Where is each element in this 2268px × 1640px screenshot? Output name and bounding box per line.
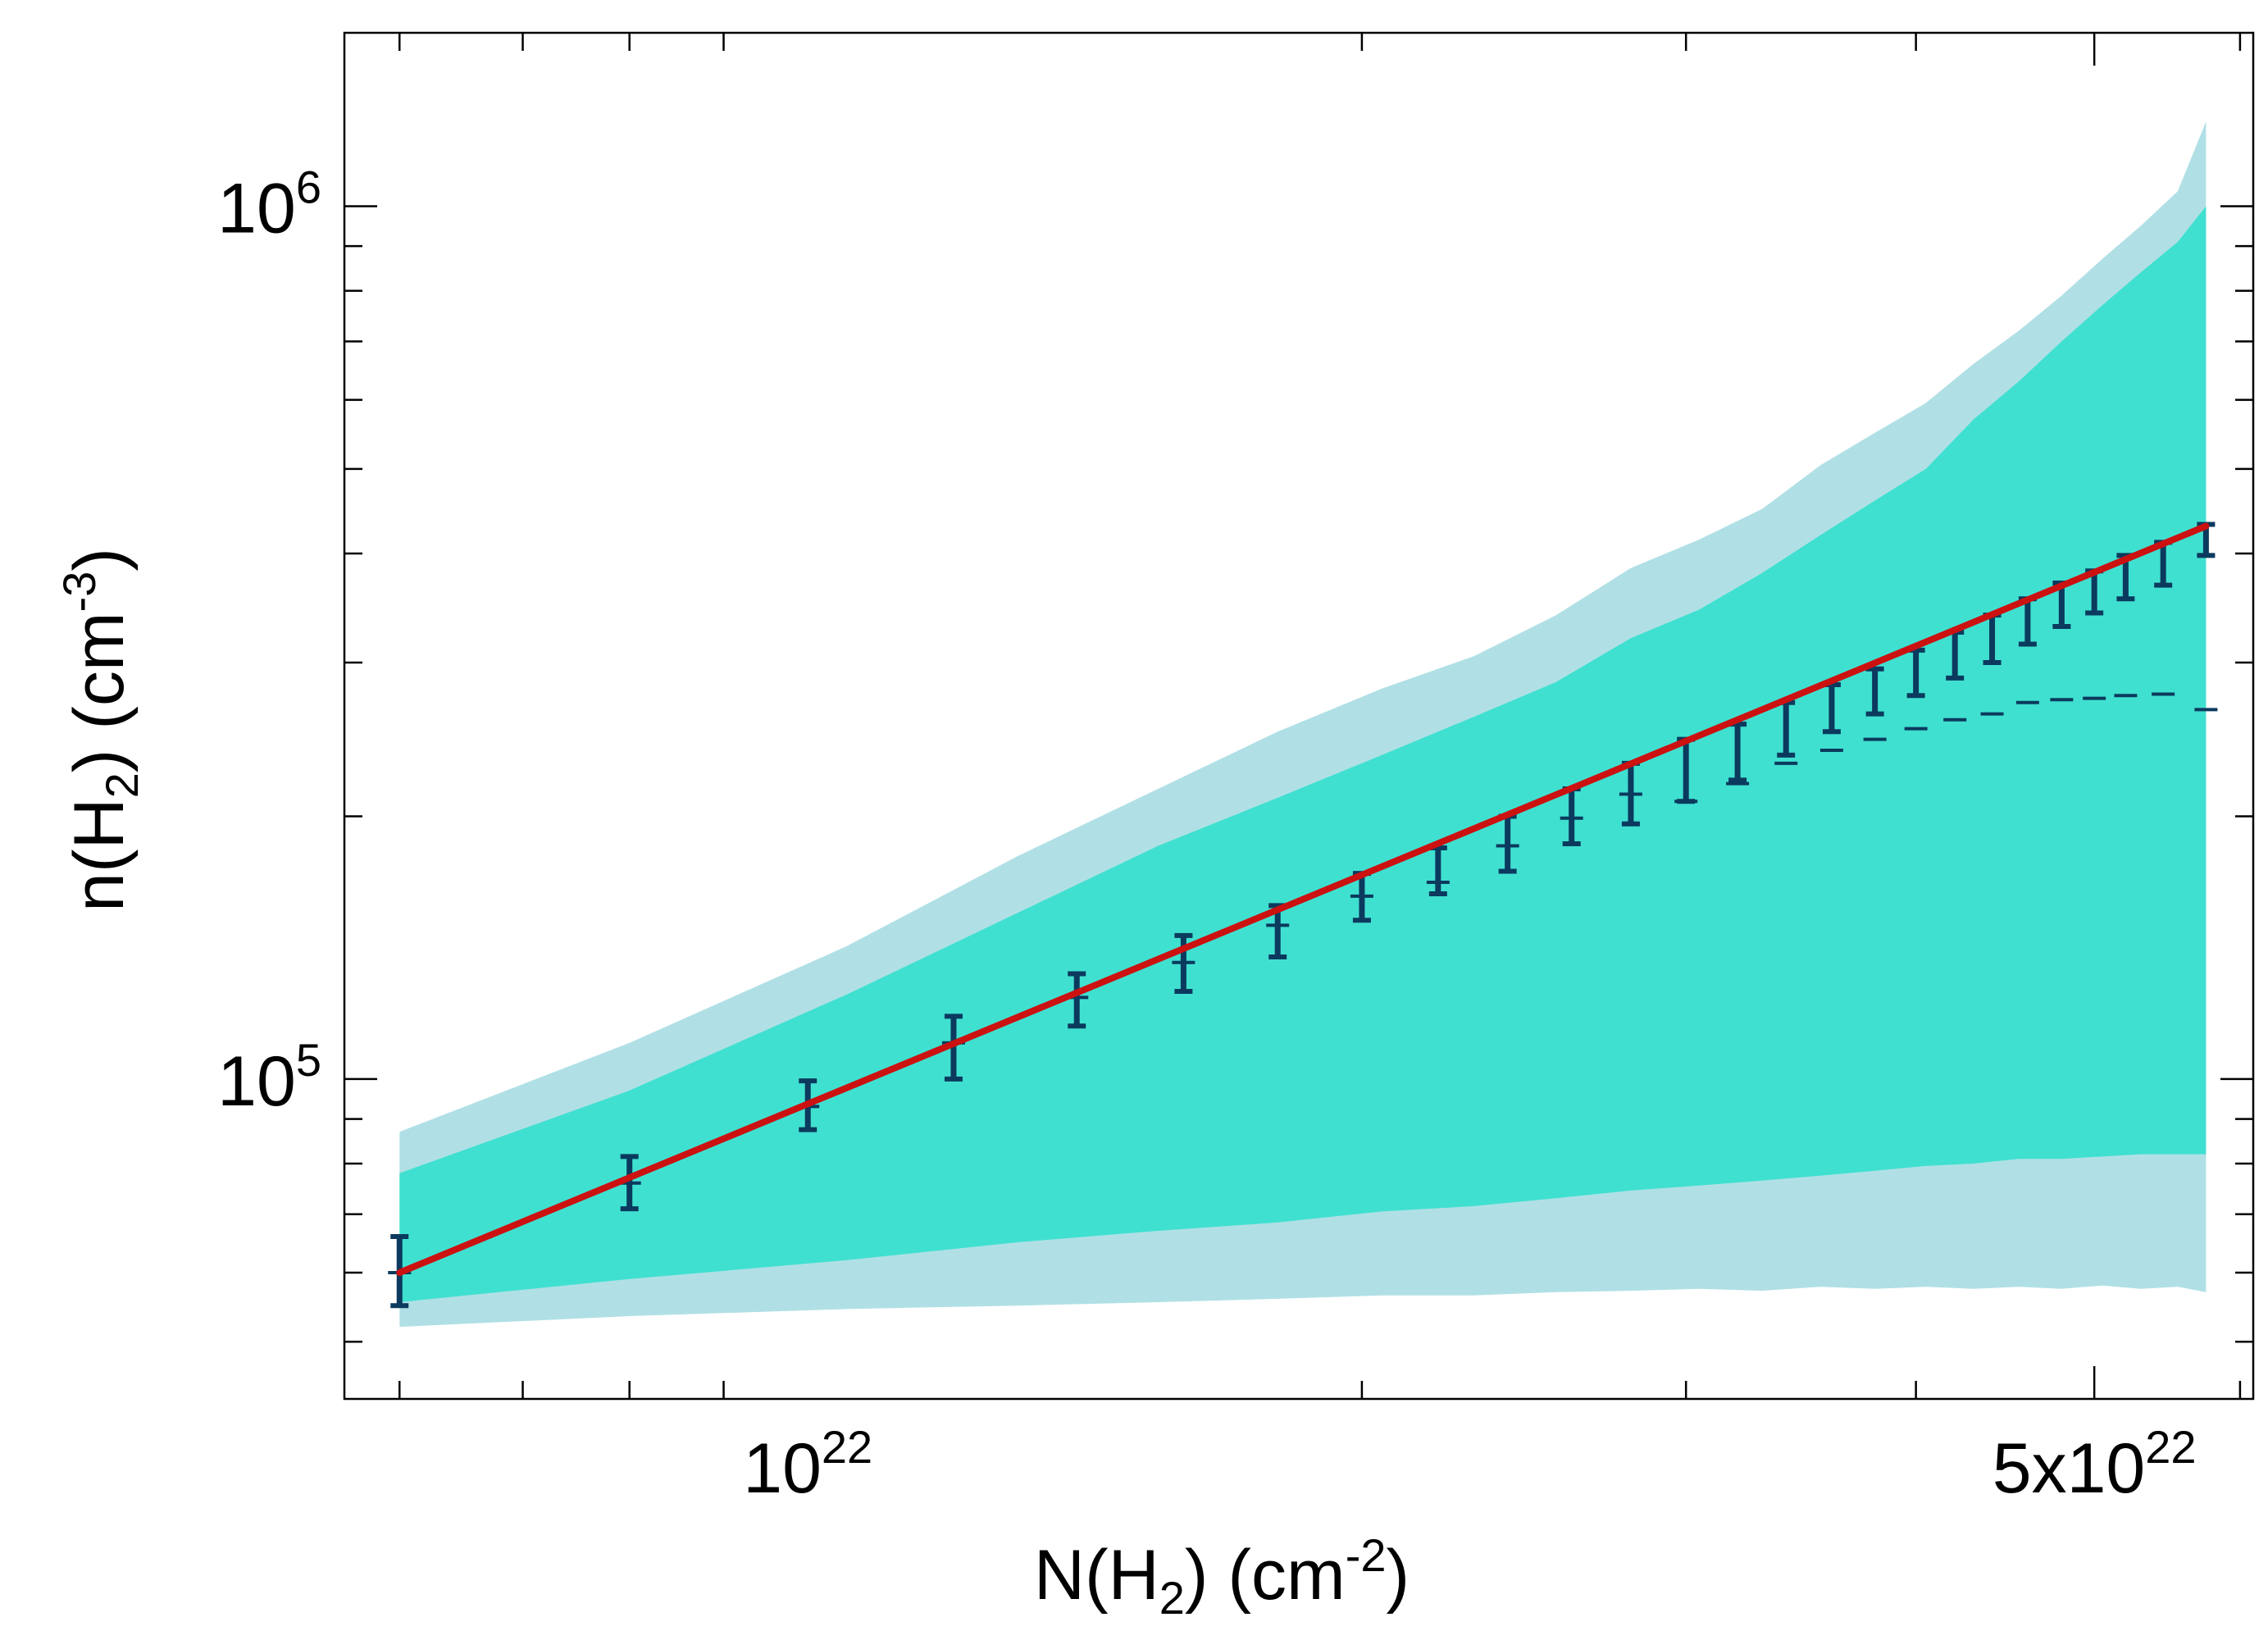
y-tick-label-1: 106 [217,161,321,248]
y-tick-label-0: 105 [217,1034,321,1121]
fit-line [396,522,2210,1276]
y-axis-label: n(H2) (cm-3) [53,548,148,912]
fit-line-group [396,522,2210,1276]
error-bar-18 [1943,630,1967,722]
x-axis-label: N(H2) (cm-2) [1034,1529,1410,1624]
error-bar-13 [1726,722,1750,786]
confidence-bands [399,121,2207,1328]
inner-band [399,206,2207,1302]
error-bar-5 [1172,932,1195,995]
error-bar-4 [1065,971,1089,1029]
plot-border [343,31,2255,1401]
x-tick-label-0: 1022 [743,1421,872,1508]
tick-labels: 1022 5x1022 105 106 [217,161,2196,1508]
error-bar-16 [1863,666,1887,741]
plot-frame [343,31,2255,1401]
axis-ticks [344,33,2253,1399]
x-tick-label-1: 5x1022 [1992,1421,2197,1508]
error-bar-8 [1426,845,1450,897]
